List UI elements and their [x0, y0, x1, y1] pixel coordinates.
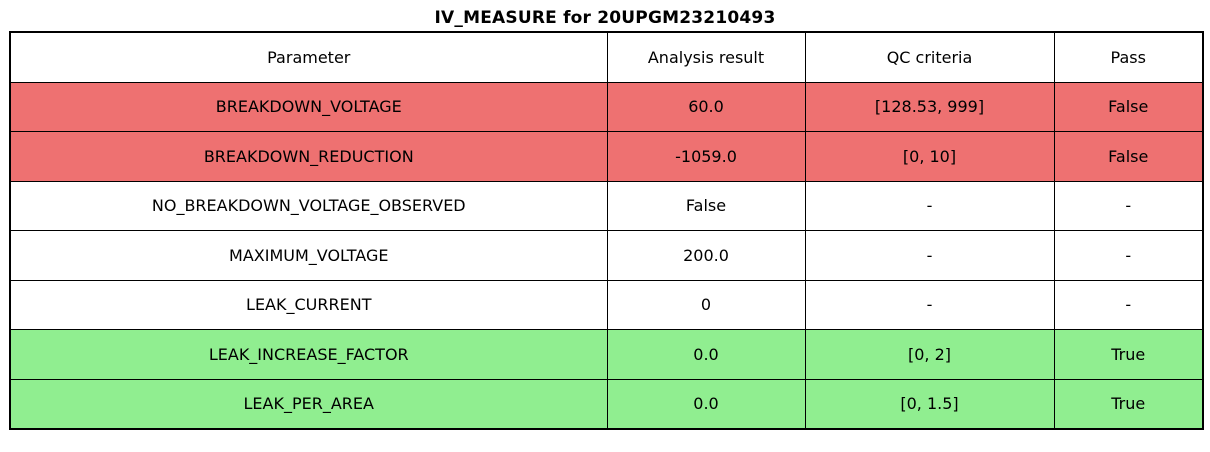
qc-criteria-cell: - [804, 279, 1055, 330]
analysis-result-cell: -1059.0 [606, 131, 806, 182]
column-header-qc-criteria: QC criteria [804, 31, 1055, 83]
table-row: MAXIMUM_VOLTAGE 200.0- - [9, 230, 1204, 281]
table-row: NO_BREAKDOWN_VOLTAGE_OBSERVED False - - [9, 180, 1204, 231]
qc-criteria-cell: [0, 10] [804, 131, 1055, 182]
parameter-cell: LEAK_INCREASE_FACTOR [9, 329, 608, 380]
analysis-result-cell: False [606, 180, 806, 231]
analysis-result-cell: 0.0 [606, 329, 806, 380]
pass-cell: False [1053, 131, 1204, 182]
table-row: BREAKDOWN_VOLTAGE 60.0 [128.53, 999] False [9, 81, 1204, 132]
parameter-cell: LEAK_PER_AREA [9, 378, 608, 430]
analysis-result-cell: 60.0 [606, 81, 806, 132]
qc-criteria-cell: [0, 1.5] [804, 378, 1055, 430]
pass-cell: - [1053, 230, 1204, 281]
qc-results-table: Parameter Analysis result QC criteria Pa… [9, 31, 1204, 430]
pass-cell: - [1053, 180, 1204, 231]
parameter-cell: NO_BREAKDOWN_VOLTAGE_OBSERVED [9, 180, 608, 231]
pass-cell: True [1053, 378, 1204, 430]
parameter-cell: BREAKDOWN_VOLTAGE [9, 81, 608, 132]
qc-criteria-cell: - [804, 230, 1055, 281]
parameter-cell: LEAK_CURRENT [9, 279, 608, 330]
pass-cell: - [1053, 279, 1204, 330]
table-row: LEAK_INCREASE_FACTOR 0.0 [0, 2] True [9, 329, 1204, 380]
analysis-result-cell: 0.0 [606, 378, 806, 430]
column-header-analysis-result: Analysis result [606, 31, 806, 83]
analysis-result-cell: 200.0 [606, 230, 806, 281]
table-header: Parameter Analysis result QC criteria Pa… [9, 31, 1204, 83]
parameter-cell: MAXIMUM_VOLTAGE [9, 230, 608, 281]
qc-criteria-cell: [0, 2] [804, 329, 1055, 380]
table-row: LEAK_CURRENT 0- - [9, 279, 1204, 330]
pass-cell: False [1053, 81, 1204, 132]
table-body: BREAKDOWN_VOLTAGE 60.0 [128.53, 999] False B… [9, 81, 1204, 430]
column-header-parameter: Parameter [9, 31, 608, 83]
table-row: BREAKDOWN_REDUCTION -1059.0 [0, 10] False [9, 131, 1204, 182]
analysis-result-cell: 0 [606, 279, 806, 330]
column-header-pass: Pass [1053, 31, 1204, 83]
pass-cell: True [1053, 329, 1204, 380]
parameter-cell: BREAKDOWN_REDUCTION [9, 131, 608, 182]
header-row: Parameter Analysis result QC criteria Pa… [9, 31, 1204, 83]
table-row: LEAK_PER_AREA 0.0 [0, 1.5] True [9, 378, 1204, 430]
qc-criteria-cell: [128.53, 999] [804, 81, 1055, 132]
qc-criteria-cell: - [804, 180, 1055, 231]
page-title: IV_MEASURE for 20UPGM23210493 [434, 8, 776, 28]
